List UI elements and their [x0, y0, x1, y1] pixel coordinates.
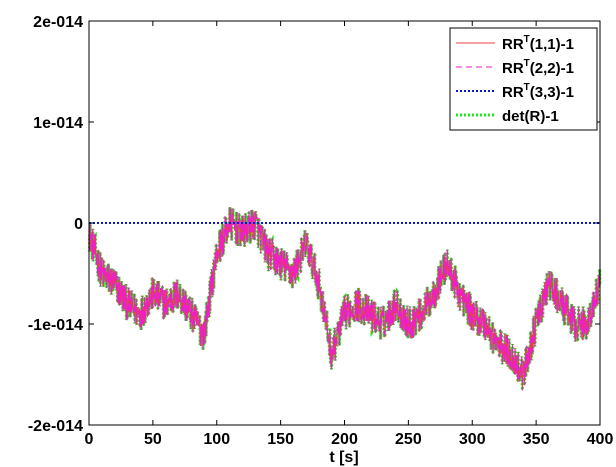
- x-tick-label: 300: [459, 431, 486, 448]
- x-tick-label: 50: [144, 431, 162, 448]
- series-layer: [87, 207, 602, 391]
- y-tick-label: 1e-014: [33, 115, 83, 132]
- x-tick-label: 100: [203, 431, 230, 448]
- legend-label-1: RRT(1,1)-1: [502, 34, 574, 53]
- legend-label-2: RRT(2,2)-1: [502, 58, 574, 77]
- legend-box: [449, 27, 598, 131]
- x-tick-label: 200: [331, 431, 358, 448]
- series-line-2: [88, 207, 601, 391]
- legend-label-3: RRT(3,3)-1: [502, 82, 574, 101]
- y-tick-label: -2e-014: [28, 418, 83, 435]
- x-tick-label: 150: [267, 431, 294, 448]
- x-axis-label: t [s]: [329, 449, 358, 466]
- x-tick-label: 350: [523, 431, 550, 448]
- ticks-layer: 0 50 100 150 200 250 300 350 400 -2e-014 -1e-014 0 1…: [28, 14, 614, 448]
- y-tick-label: 0: [74, 216, 83, 233]
- y-tick-label: -1e-014: [28, 317, 83, 334]
- legend: RRT(1,1)-1 RRT(2,2)-1 RRT(3,3)-1 det(R)-1: [449, 27, 598, 131]
- y-tick-label: 2e-014: [33, 14, 83, 31]
- legend-label-4: det(R)-1: [502, 108, 559, 125]
- x-tick-label: 250: [395, 431, 422, 448]
- x-tick-label: 400: [587, 431, 614, 448]
- x-tick-label: 0: [85, 431, 94, 448]
